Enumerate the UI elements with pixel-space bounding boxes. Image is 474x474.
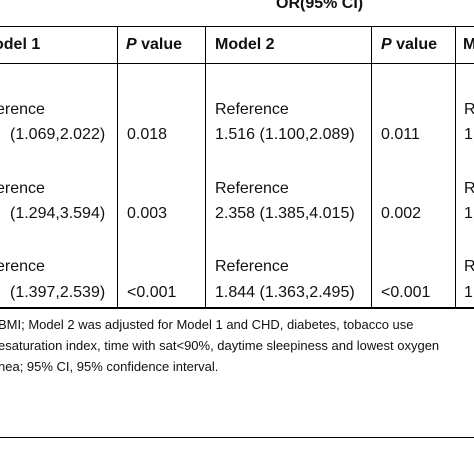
row3-ref-m2: Reference [215,258,289,275]
row2-ref-m1: erence [0,180,45,197]
row3-ref-m1: erence [0,258,45,275]
top-rule [0,26,474,27]
row1-m3-val: 1 [464,126,473,143]
col-header-p-value-1: P value [126,36,182,54]
row3-m3-ref: R [464,258,474,275]
row3-ci-m1: (1.397,2.539) [10,284,106,301]
group-header-or-ci: OR(95% CI) [276,0,364,12]
row3-m3-val: 1 [464,284,473,301]
row3-p1: <0.001 [127,284,177,301]
row2-p2: 0.002 [381,205,422,222]
row1-ref-m1: erence [0,101,45,118]
p-italic: P [381,36,392,53]
column-divider-4 [455,27,456,307]
column-divider-1 [117,27,118,307]
row3-ci-m2: 1.844 (1.363,2.495) [215,284,355,301]
footnote-line-3: nea; 95% CI, 95% confidence interval. [0,359,219,374]
footnote-line-1: BMI; Model 2 was adjusted for Model 1 an… [0,317,414,332]
row2-m3-ref: R [464,180,474,197]
row3-p2: <0.001 [381,284,431,301]
value-label: value [391,36,438,53]
row2-ci-m2: 2.358 (1.385,4.015) [215,205,355,222]
col-header-model-1: odel 1 [0,36,41,53]
row1-ci-m1: (1.069,2.022) [10,126,106,143]
p-italic: P [126,36,137,53]
header-rule [0,63,474,64]
value-label: value [136,36,183,53]
column-divider-3 [371,27,372,307]
row2-m3-val: 1 [464,205,473,222]
row1-ci-m2: 1.516 (1.100,2.089) [215,126,355,143]
footer-rule [0,437,474,438]
col-header-model-3: M [463,36,474,53]
footnote-line-2: esaturation index, time with sat<90%, da… [0,338,440,353]
row1-p1: 0.018 [127,126,168,143]
row1-ref-m2: Reference [215,101,289,118]
bottom-rule [0,307,474,309]
row2-ref-m2: Reference [215,180,289,197]
column-divider-2 [205,27,206,307]
row2-p1: 0.003 [127,205,168,222]
row2-ci-m1: (1.294,3.594) [10,205,106,222]
row1-p2: 0.011 [381,126,420,143]
col-header-model-2: Model 2 [215,36,275,53]
row1-m3-ref: R [464,101,474,118]
col-header-p-value-2: P value [381,36,437,54]
